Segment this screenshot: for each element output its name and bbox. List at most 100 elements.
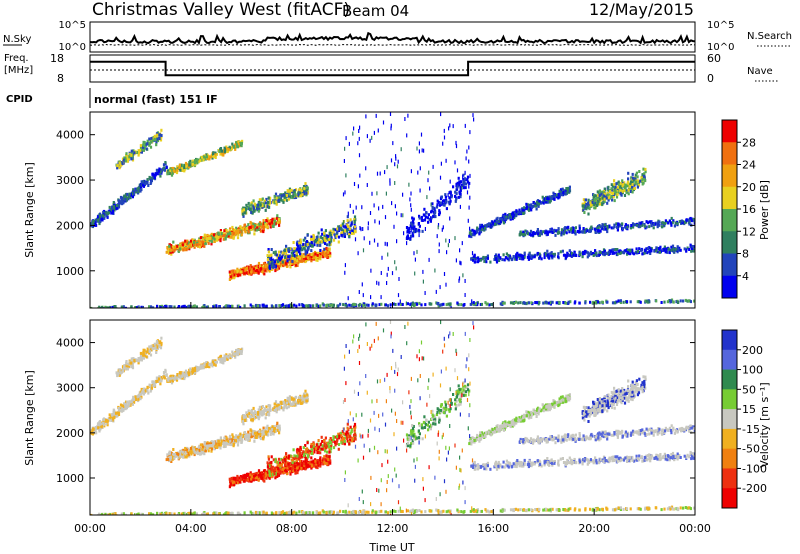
- velocity-cell: [117, 413, 121, 416]
- power-cell: [188, 241, 191, 245]
- power-cell: [212, 152, 215, 156]
- freq-label: Freq.: [4, 53, 29, 64]
- power-cell: [578, 226, 581, 230]
- power-cell: [184, 167, 187, 171]
- power-cell: [624, 249, 627, 253]
- power-cell: [688, 222, 691, 226]
- power-cell: [448, 239, 450, 243]
- power-cell: [237, 304, 240, 308]
- power-cell: [594, 231, 597, 234]
- power-cell: [674, 247, 677, 251]
- power-cell: [435, 289, 437, 294]
- power-cell: [273, 198, 276, 202]
- velocity-cell: [146, 385, 149, 389]
- power-cell: [348, 235, 351, 238]
- power-cell: [156, 137, 159, 141]
- power-cell: [183, 169, 186, 173]
- power-cell: [111, 306, 114, 308]
- power-cell: [252, 208, 255, 211]
- power-cell: [118, 166, 121, 170]
- power-cell: [213, 237, 216, 241]
- power-cell: [214, 151, 217, 155]
- power-cell: [258, 198, 261, 202]
- power-cell: [165, 166, 168, 170]
- power-cell: [442, 199, 444, 204]
- power-cell: [316, 253, 319, 257]
- power-cell: [172, 248, 175, 252]
- power-cell: [470, 257, 473, 261]
- velocity-cell: [106, 419, 109, 423]
- velocity-cell: [143, 348, 146, 352]
- power-cell: [536, 228, 539, 231]
- power-cell: [462, 303, 465, 307]
- power-cell: [392, 141, 394, 146]
- power-cell: [595, 196, 598, 200]
- power-cell: [468, 181, 471, 185]
- power-cell: [227, 234, 230, 238]
- velocity-cell: [107, 418, 110, 422]
- power-cell: [266, 223, 269, 227]
- power-cell: [509, 216, 512, 220]
- power-cell: [187, 243, 190, 246]
- power-cell: [359, 125, 361, 130]
- power-cell: [114, 204, 117, 208]
- power-cell: [277, 266, 281, 270]
- power-cell: [474, 302, 477, 306]
- power-cell: [138, 151, 141, 155]
- power-cell: [252, 271, 255, 275]
- power-cell: [321, 236, 324, 240]
- power-cell: [288, 189, 291, 193]
- power-cell: [559, 190, 562, 194]
- power-cell: [342, 224, 345, 228]
- power-cell: [213, 239, 216, 243]
- power-cell: [178, 163, 181, 167]
- power-cell: [352, 209, 354, 214]
- velocity-cell: [163, 376, 166, 380]
- power-cell: [314, 252, 317, 256]
- power-cell: [232, 228, 235, 232]
- power-cell: [306, 185, 309, 189]
- power-cell: [319, 255, 322, 259]
- power-cell: [312, 254, 316, 258]
- power-cell: [547, 197, 550, 201]
- power-cell: [201, 238, 204, 242]
- power-cell: [608, 249, 612, 253]
- power-cell: [219, 239, 222, 243]
- power-cell: [610, 249, 613, 253]
- power-cell: [466, 175, 470, 179]
- power-cell: [304, 260, 307, 264]
- power-cell: [140, 150, 143, 154]
- velocity-cell: [142, 392, 145, 396]
- power-cell: [518, 232, 521, 236]
- power-cell: [310, 237, 313, 241]
- power-cell: [268, 219, 271, 223]
- power-cell: [374, 304, 377, 308]
- power-cell: [260, 267, 263, 271]
- power-cell: [571, 254, 574, 258]
- power-cell: [250, 265, 253, 269]
- power-cell: [546, 232, 549, 236]
- power-cell: [415, 229, 418, 233]
- power-cell: [293, 255, 296, 258]
- power-cell: [276, 253, 279, 257]
- power-cell: [627, 177, 630, 181]
- power-cell: [437, 200, 440, 204]
- power-cell: [670, 216, 673, 220]
- power-cell: [342, 303, 345, 307]
- power-cell: [488, 303, 491, 307]
- power-cell: [671, 244, 675, 248]
- power-cell: [454, 236, 456, 241]
- power-cell: [300, 194, 303, 198]
- power-cell: [390, 158, 393, 163]
- power-cell: [362, 303, 365, 307]
- power-cell: [430, 202, 432, 207]
- power-cell: [522, 257, 525, 261]
- power-cell: [154, 138, 157, 142]
- power-cell: [533, 253, 536, 257]
- power-cell: [261, 223, 265, 227]
- frequency-panel: 18 8 60 0 Freq. [MHz] Nave: [4, 52, 778, 85]
- power-cell: [579, 253, 582, 257]
- power-cell: [173, 305, 176, 308]
- power-cell: [546, 197, 549, 201]
- power-cell: [405, 237, 408, 241]
